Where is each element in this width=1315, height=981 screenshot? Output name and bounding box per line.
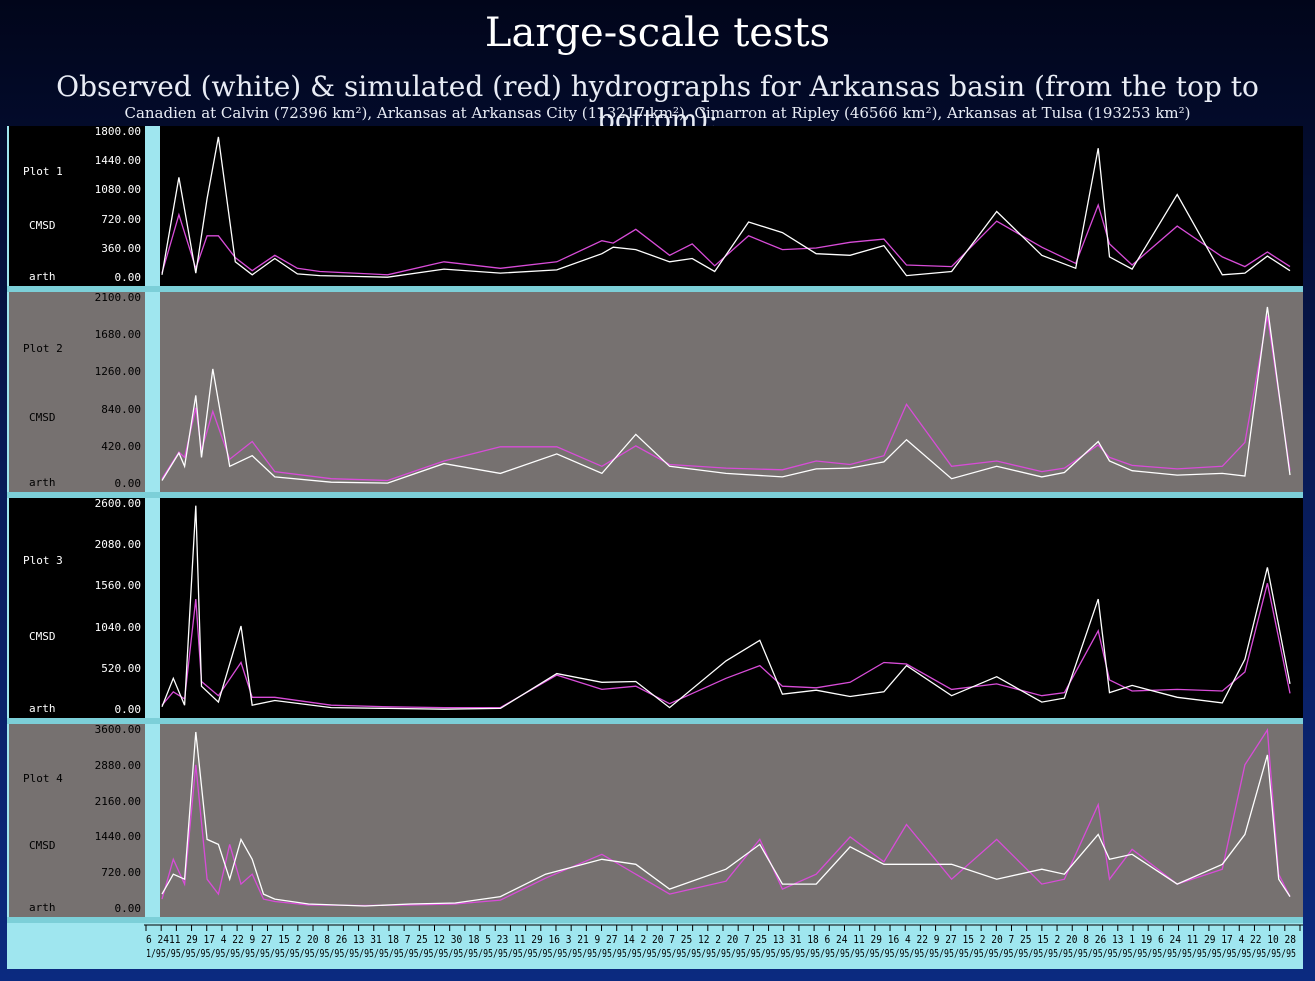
- slide-caption: Canadien at Calvin (72396 km²), Arkansas…: [124, 104, 1191, 122]
- hydrograph-panel-1: Plot 1 CMSD arth 0.00 360.00 720.00 1080.00 144…: [7, 125, 1303, 286]
- y-tick-label: 1800.00: [94, 125, 141, 138]
- plot-unit-label: CMSD: [29, 219, 56, 233]
- plot-background: [152, 498, 1303, 718]
- y-tick-label: 0.00: [114, 703, 142, 716]
- plot-left-stripe: [152, 126, 160, 286]
- y-tick-label: 1260.00: [94, 365, 141, 379]
- simulated-series-line: [161, 583, 1291, 709]
- y-tick-label: 1080.00: [94, 183, 141, 197]
- y-tick-label: 1440.00: [94, 830, 141, 844]
- y-label-area: Plot 3 CMSD arth 0.00 520.00 1040.00 1560.00 20…: [9, 497, 145, 718]
- y-tick-label: 1040.00: [94, 620, 141, 634]
- y-tick-label: 2600.00: [94, 497, 141, 510]
- panel-separator: [7, 718, 1303, 724]
- plot-left-stripe: [152, 292, 160, 492]
- plot-left-stripe: [152, 498, 160, 718]
- slide-title: Large-scale tests: [484, 10, 831, 56]
- observed-series-line: [161, 731, 1291, 907]
- time-axis-svg: 6 2411 29 17 4 22 9 27 15 2 20 8 26 13 3…: [144, 924, 1303, 960]
- y-tick-label: 1440.00: [94, 154, 141, 168]
- y-tick-label: 3600.00: [94, 723, 141, 736]
- y-label-area: Plot 4 CMSD arth 0.00 720.00 1440.00 2160.00 28…: [9, 723, 145, 917]
- plot-bottom-label: arth: [29, 901, 56, 914]
- plot-bottom-label: arth: [29, 702, 56, 715]
- y-tick-label: 2160.00: [94, 794, 141, 808]
- simulated-series-line: [161, 728, 1291, 907]
- plot-title: Plot 1: [23, 165, 63, 179]
- y-tick-label: 0.00: [114, 902, 142, 915]
- plot-background: [152, 292, 1303, 492]
- simulated-series-line: [161, 315, 1291, 482]
- plot-unit-label: CMSD: [29, 411, 56, 425]
- y-tick-label: 0.00: [114, 271, 142, 284]
- y-tick-label: 360.00: [101, 241, 141, 255]
- y-tick-label: 720.00: [101, 212, 141, 226]
- plot-bottom-label: arth: [29, 476, 56, 489]
- y-tick-label: 1680.00: [94, 328, 141, 342]
- y-tick-label: 2100.00: [94, 291, 141, 304]
- time-axis-date-labels: 1/95/95/95/95/95/95/95/95/95/95/95/95/95…: [146, 947, 1296, 960]
- panel-separator: [7, 286, 1303, 292]
- plot-bottom-label: arth: [29, 270, 56, 283]
- hydrograph-plot-area: [152, 724, 1303, 917]
- y-label-area: Plot 2 CMSD arth 0.00 420.00 840.00 1260.00 168…: [9, 291, 145, 492]
- observed-series-line: [161, 505, 1291, 710]
- observed-series-line: [161, 136, 1291, 278]
- y-tick-label: 720.00: [101, 866, 141, 880]
- hydrograph-plot-frame: Plot 1 CMSD arth 0.00 360.00 720.00 1080.00 144…: [7, 125, 1303, 969]
- hydrograph-panel-3: Plot 3 CMSD arth 0.00 520.00 1040.00 1560.00 20…: [7, 497, 1303, 718]
- plot-unit-label: CMSD: [29, 629, 56, 643]
- plot-title: Plot 3: [23, 553, 63, 567]
- y-label-area: Plot 1 CMSD arth 0.00 360.00 720.00 1080.00 144…: [9, 125, 145, 286]
- y-tick-label: 840.00: [101, 402, 141, 416]
- observed-series-line: [161, 306, 1291, 484]
- slide-subtitle: Observed (white) & simulated (red) hydro…: [56, 70, 1259, 136]
- y-tick-label: 1560.00: [94, 579, 141, 593]
- plot-title: Plot 4: [23, 772, 63, 786]
- hydrograph-plot-area: [152, 498, 1303, 718]
- y-tick-label: 2080.00: [94, 538, 141, 552]
- time-axis-day-labels: 6 2411 29 17 4 22 9 27 15 2 20 8 26 13 3…: [146, 933, 1296, 946]
- y-tick-label: 420.00: [101, 439, 141, 453]
- hydrograph-plot-area: [152, 126, 1303, 286]
- panel-separator: [7, 492, 1303, 498]
- plot-unit-label: CMSD: [29, 838, 56, 852]
- hydrograph-panel-4: Plot 4 CMSD arth 0.00 720.00 1440.00 2160.00 28…: [7, 723, 1303, 917]
- panel-separator: [7, 917, 1303, 923]
- time-axis: 6 2411 29 17 4 22 9 27 15 2 20 8 26 13 3…: [7, 923, 1303, 969]
- plot-background: [152, 724, 1303, 917]
- hydrograph-panel-2: Plot 2 CMSD arth 0.00 420.00 840.00 1260.00 168…: [7, 291, 1303, 492]
- plot-background: [152, 126, 1303, 286]
- plot-left-stripe: [152, 724, 160, 917]
- plot-title: Plot 2: [23, 342, 63, 356]
- y-tick-label: 520.00: [101, 661, 141, 675]
- y-tick-label: 2880.00: [94, 758, 141, 772]
- hydrograph-plot-area: [152, 292, 1303, 492]
- simulated-series-line: [161, 202, 1291, 276]
- y-tick-label: 0.00: [114, 477, 142, 490]
